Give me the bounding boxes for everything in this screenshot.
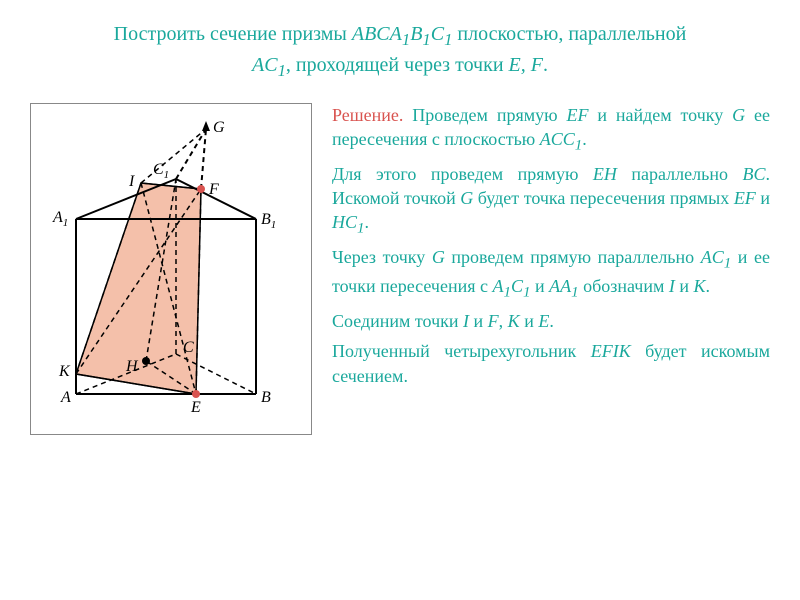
solution-p4: Соединим точки I и F, K и E. — [332, 309, 770, 333]
svg-text:C1: C1 — [153, 161, 169, 181]
svg-text:G: G — [213, 119, 225, 136]
svg-text:B1: B1 — [261, 211, 276, 231]
svg-text:A: A — [60, 389, 71, 406]
svg-text:F: F — [208, 181, 219, 198]
title-text: Построить сечение призмы — [114, 23, 352, 45]
prism-diagram: A B C A1 B1 C1 E F H G I K — [31, 104, 311, 434]
solution-text: Решение. Проведем прямую EF и найдем точ… — [332, 103, 770, 435]
svg-text:H: H — [125, 358, 139, 375]
content-row: A B C A1 B1 C1 E F H G I K Решение. Проведем прямую… — [30, 103, 770, 435]
svg-text:E: E — [190, 399, 201, 416]
solution-p5: Полученный четырехугольник EFIK будет ис… — [332, 339, 770, 388]
problem-title: Построить сечение призмы ABCA1B1C1 плоск… — [30, 20, 770, 83]
svg-text:I: I — [128, 173, 135, 190]
solution-lead: Решение. — [332, 105, 403, 125]
diagram-container: A B C A1 B1 C1 E F H G I K — [30, 103, 312, 435]
svg-text:C: C — [183, 339, 194, 356]
svg-text:A1: A1 — [52, 209, 68, 229]
solution-p2: Для этого проведем прямую EH параллельно… — [332, 162, 770, 239]
svg-text:B: B — [261, 389, 271, 406]
solution-p3: Через точку G проведем прямую параллельн… — [332, 245, 770, 303]
solution-p1: Решение. Проведем прямую EF и найдем точ… — [332, 103, 770, 156]
svg-text:K: K — [58, 363, 71, 380]
